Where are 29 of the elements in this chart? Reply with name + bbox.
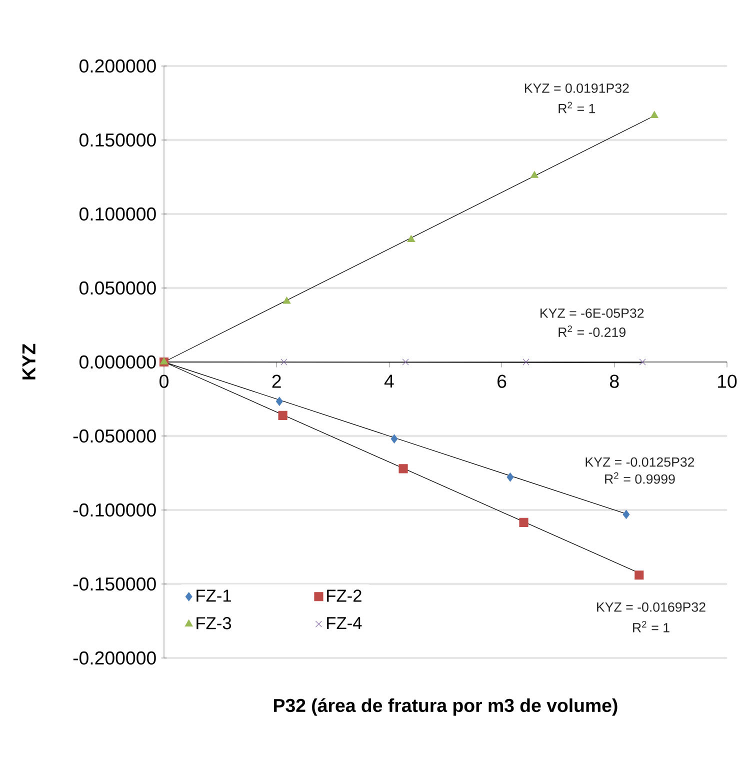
y-tick-label: 0.200000	[79, 59, 156, 73]
x-tick-label: 0	[160, 374, 168, 388]
x-tick-label: 10	[718, 374, 737, 388]
annotation: R$^{2}$ = -0.219	[558, 325, 626, 337]
annotation: R$^{2}$ = 1	[558, 102, 596, 114]
annotation: KYZ = -0.0125P32	[586, 457, 694, 467]
y-tick-label: 0.000000	[79, 355, 156, 369]
x-tick-label: 4	[384, 374, 394, 388]
y-tick-label: 0.050000	[79, 281, 156, 295]
y-tick-label: -0.150000	[73, 577, 156, 591]
legend-label: FZ-4	[327, 617, 362, 630]
x-tick-label: 8	[610, 374, 619, 388]
y-axis-title: KYZ	[22, 344, 36, 380]
legend-label: FZ-1	[196, 590, 231, 602]
annotation: KYZ = 0.0191P32	[524, 83, 629, 93]
annotation: KYZ = -0.0169P32	[597, 602, 706, 612]
y-tick-label: -0.100000	[73, 503, 156, 517]
annotation: R$^{2}$ = 1	[633, 620, 670, 632]
x-tick-label: 6	[498, 374, 506, 388]
annotation: R$^{2}$ = 0.9999	[605, 472, 675, 484]
annotation: KYZ = -6E-05P32	[540, 308, 644, 318]
x-axis-title: P32 (área de fratura por m3 de volume)	[274, 698, 618, 716]
legend-label: FZ-3	[196, 617, 232, 630]
y-tick-label: -0.200000	[73, 651, 156, 665]
y-tick-label: 0.150000	[79, 133, 156, 147]
x-tick-label: 2	[272, 374, 281, 388]
y-tick-label: -0.050000	[73, 429, 156, 443]
legend-label: FZ-2	[327, 590, 362, 602]
y-tick-label: 0.100000	[79, 207, 156, 221]
